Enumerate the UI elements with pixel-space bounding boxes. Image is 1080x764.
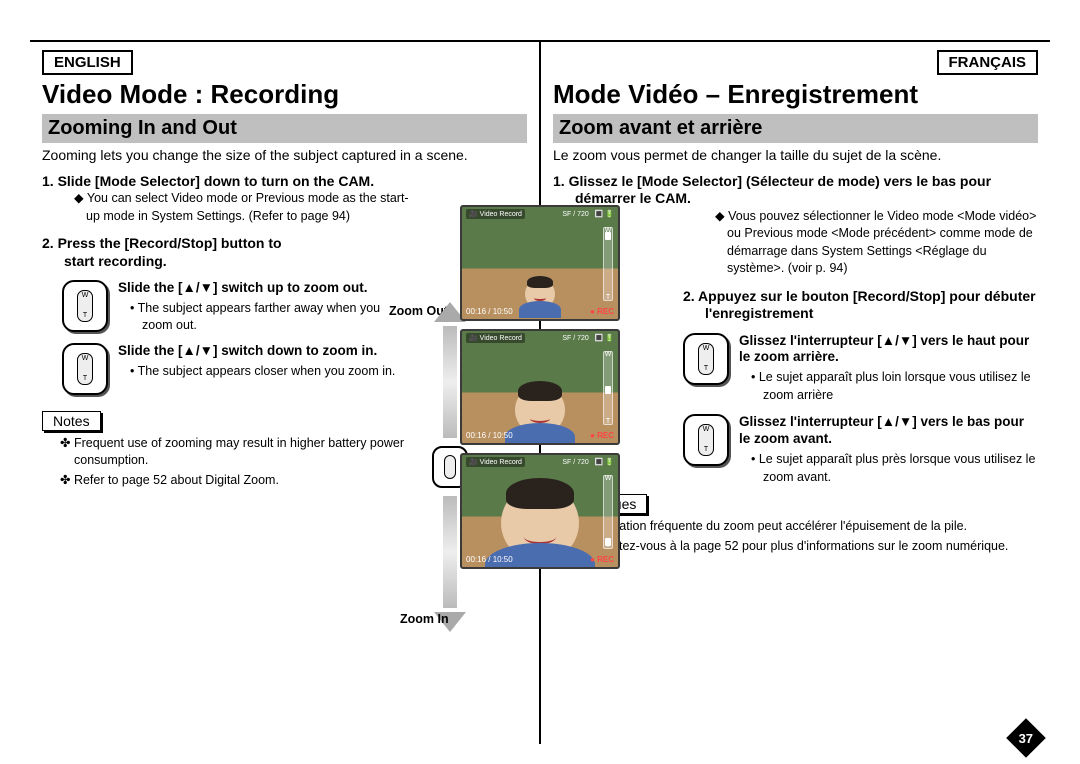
zoom-out-head-fr: Glissez l'interrupteur [▲/▼] vers le hau…: [739, 333, 1038, 367]
title-french: Mode Vidéo – Enregistrement: [553, 79, 1038, 110]
zoom-in-bullet-en: The subject appears closer when you zoom…: [130, 363, 412, 381]
step2-fr: 2. Appuyez sur le bouton [Record/Stop] p…: [683, 288, 1038, 323]
zoom-in-row-en: Slide the [▲/▼] switch down to zoom in. …: [62, 343, 412, 395]
step2-en: 2. Press the [Record/Stop] button to sta…: [42, 235, 302, 270]
notes-label-en: Notes: [42, 411, 101, 431]
zoom-out-bullet-fr: Le sujet apparaît plus loin lorsque vous…: [751, 369, 1038, 404]
step1-en: 1. Slide [Mode Selector] down to turn on…: [42, 173, 412, 191]
zoom-in-head-fr: Glissez l'interrupteur [▲/▼] vers le bas…: [739, 414, 1038, 448]
switch-icon: [683, 414, 729, 466]
page-number: 37: [1019, 731, 1033, 746]
note2-en: Refer to page 52 about Digital Zoom.: [60, 472, 412, 489]
step1-bullet-en: You can select Video mode or Previous mo…: [74, 190, 412, 225]
lang-tag-english: ENGLISH: [42, 50, 133, 75]
center-screenshots: 🎥 Video Record SF / 720 🔳 🔋 00:16 / 10:5…: [455, 205, 625, 569]
step1-bullet-fr: Vous pouvez sélectionner le Video mode <…: [715, 208, 1038, 278]
zoom-in-head-en: Slide the [▲/▼] switch down to zoom in.: [118, 343, 412, 360]
steps-french: 1. Glissez le [Mode Selector] (Sélecteur…: [553, 173, 1038, 278]
zoom-out-head-en: Slide the [▲/▼] switch up to zoom out.: [118, 280, 412, 297]
intro-french: Le zoom vous permet de changer la taille…: [553, 147, 1038, 165]
switch-icon: [62, 343, 108, 395]
note2-fr: Reportez-vous à la page 52 pour plus d'i…: [571, 538, 1038, 555]
zoom-out-row-en: Slide the [▲/▼] switch up to zoom out. T…: [62, 280, 412, 335]
switch-icon: [683, 333, 729, 385]
zoom-in-label: Zoom In: [400, 612, 449, 626]
title-english: Video Mode : Recording: [42, 79, 527, 110]
subtitle-english: Zooming In and Out: [42, 114, 527, 143]
notes-list-en: Frequent use of zooming may result in hi…: [42, 435, 412, 489]
step1-fr: 1. Glissez le [Mode Selector] (Sélecteur…: [553, 173, 1038, 208]
steps-english: 1. Slide [Mode Selector] down to turn on…: [42, 173, 412, 271]
camera-screenshot: 🎥 Video Record SF / 720 🔳 🔋 00:16 / 10:5…: [460, 329, 620, 445]
notes-list-fr: L'utilisation fréquente du zoom peut acc…: [553, 518, 1038, 555]
note1-fr: L'utilisation fréquente du zoom peut acc…: [571, 518, 1038, 535]
switch-icon: [62, 280, 108, 332]
zoom-out-row-fr: Glissez l'interrupteur [▲/▼] vers le hau…: [683, 333, 1038, 405]
subtitle-french: Zoom avant et arrière: [553, 114, 1038, 143]
lang-tag-french: FRANÇAIS: [937, 50, 1039, 75]
camera-screenshot: 🎥 Video Record SF / 720 🔳 🔋 00:16 / 10:5…: [460, 205, 620, 321]
camera-screenshot: 🎥 Video Record SF / 720 🔳 🔋 00:16 / 10:5…: [460, 453, 620, 569]
zoom-in-row-fr: Glissez l'interrupteur [▲/▼] vers le bas…: [683, 414, 1038, 486]
zoom-in-bullet-fr: Le sujet apparaît plus près lorsque vous…: [751, 451, 1038, 486]
zoom-out-bullet-en: The subject appears farther away when yo…: [130, 300, 412, 335]
note1-en: Frequent use of zooming may result in hi…: [60, 435, 412, 469]
intro-english: Zooming lets you change the size of the …: [42, 147, 527, 165]
